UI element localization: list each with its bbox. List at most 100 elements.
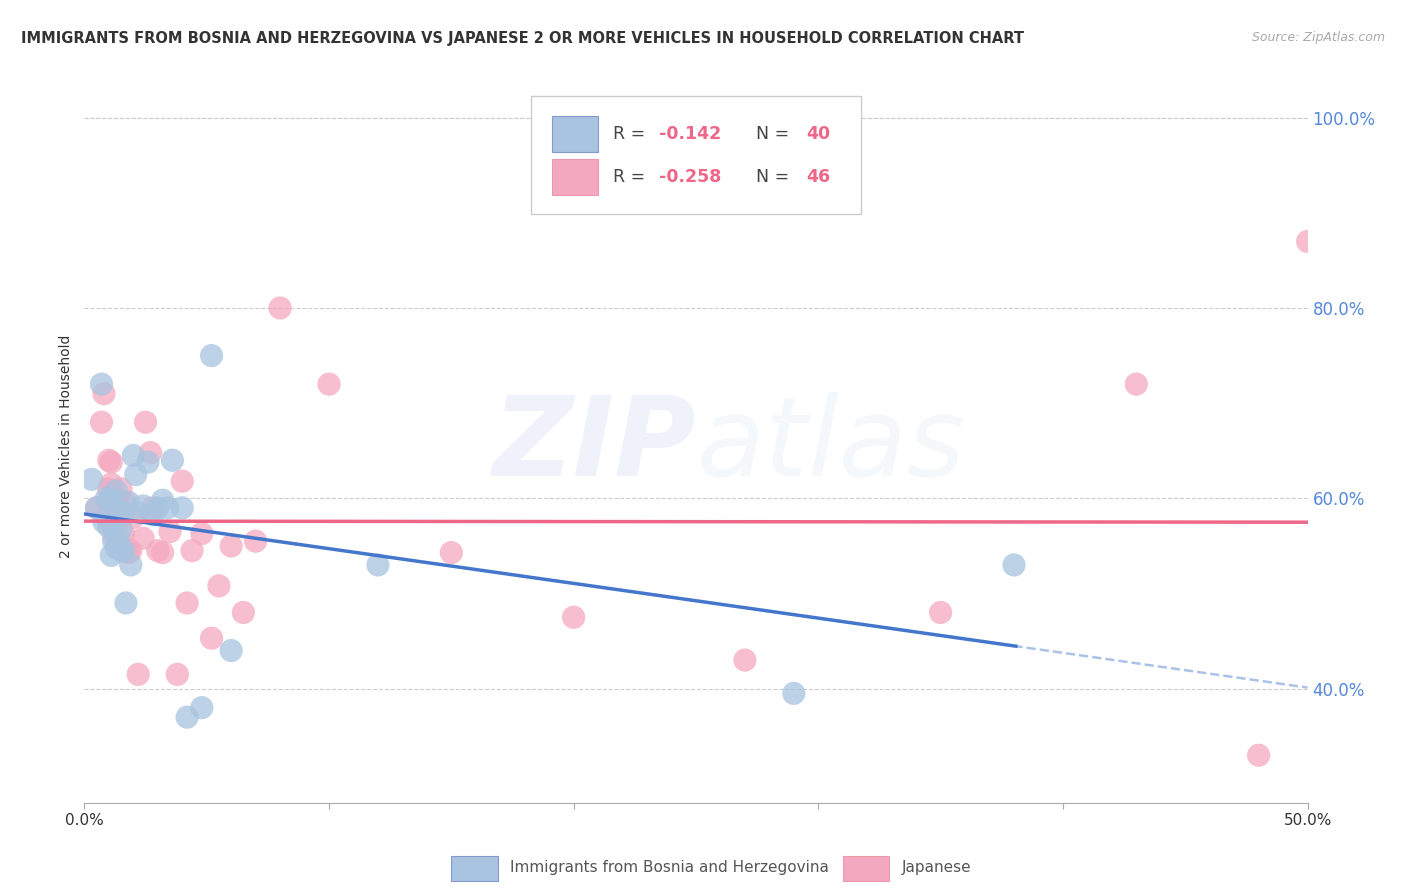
Point: [1247, 748, 1270, 763]
Point: [110, 522, 132, 536]
Point: [96, 510, 118, 524]
Point: [105, 541, 128, 555]
Point: [80, 472, 103, 486]
Point: [200, 631, 222, 645]
Point: [100, 455, 122, 469]
Point: [142, 508, 165, 522]
Point: [100, 491, 122, 506]
Point: [191, 700, 214, 714]
Text: -0.142: -0.142: [659, 125, 721, 143]
Text: N =: N =: [745, 168, 794, 186]
Point: [269, 301, 291, 315]
Y-axis label: 2 or more Vehicles in Household: 2 or more Vehicles in Household: [59, 334, 73, 558]
Text: atlas: atlas: [696, 392, 965, 500]
Point: [191, 526, 214, 541]
Point: [440, 545, 463, 559]
Point: [367, 558, 389, 572]
Point: [734, 653, 756, 667]
Point: [152, 493, 174, 508]
Point: [97, 453, 120, 467]
Point: [162, 453, 184, 467]
Point: [136, 455, 159, 469]
Point: [103, 491, 125, 506]
Text: Source: ZipAtlas.com: Source: ZipAtlas.com: [1251, 31, 1385, 45]
Point: [110, 543, 132, 558]
Point: [120, 558, 142, 572]
Point: [1125, 377, 1147, 392]
Point: [562, 610, 585, 624]
Point: [172, 474, 194, 488]
Point: [96, 491, 118, 506]
Point: [103, 518, 125, 533]
Point: [245, 534, 267, 549]
Point: [146, 543, 169, 558]
Point: [929, 606, 952, 620]
Text: Immigrants from Bosnia and Herzegovina: Immigrants from Bosnia and Herzegovina: [510, 860, 830, 874]
Text: N =: N =: [745, 125, 794, 143]
Point: [105, 493, 128, 508]
Point: [117, 545, 139, 559]
Point: [103, 529, 125, 543]
Point: [112, 526, 135, 541]
Point: [117, 495, 139, 509]
Text: IMMIGRANTS FROM BOSNIA AND HERZEGOVINA VS JAPANESE 2 OR MORE VEHICLES IN HOUSEHO: IMMIGRANTS FROM BOSNIA AND HERZEGOVINA V…: [21, 31, 1024, 46]
Point: [232, 606, 254, 620]
Point: [120, 543, 142, 558]
Point: [122, 449, 145, 463]
Point: [103, 534, 125, 549]
Point: [105, 524, 128, 539]
Point: [112, 506, 135, 520]
Point: [90, 377, 112, 392]
Point: [97, 493, 120, 508]
Text: -0.258: -0.258: [659, 168, 721, 186]
Point: [86, 500, 108, 515]
Bar: [842, 856, 889, 881]
Point: [100, 477, 122, 491]
Point: [90, 415, 112, 429]
Point: [93, 515, 115, 529]
Point: [146, 500, 169, 515]
Text: R =: R =: [613, 168, 651, 186]
Point: [115, 596, 138, 610]
Point: [159, 524, 181, 539]
Point: [176, 710, 198, 724]
FancyBboxPatch shape: [531, 96, 860, 214]
Point: [122, 510, 145, 524]
Point: [132, 531, 155, 545]
Bar: [551, 159, 598, 194]
Point: [208, 579, 231, 593]
Point: [181, 543, 204, 558]
Point: [97, 520, 120, 534]
Point: [1002, 558, 1025, 572]
Point: [125, 467, 148, 482]
Text: 40: 40: [806, 125, 830, 143]
Point: [318, 377, 340, 392]
Point: [135, 415, 157, 429]
Point: [97, 482, 120, 496]
Point: [100, 549, 122, 563]
Point: [139, 445, 162, 459]
Text: R =: R =: [613, 125, 651, 143]
Point: [783, 686, 806, 700]
Point: [200, 349, 222, 363]
Point: [93, 386, 115, 401]
Point: [142, 500, 165, 515]
Point: [172, 500, 194, 515]
Point: [112, 543, 135, 558]
Point: [107, 512, 129, 526]
Bar: [451, 856, 498, 881]
Text: ZIP: ZIP: [492, 392, 696, 500]
Point: [156, 500, 179, 515]
Point: [105, 483, 128, 498]
Point: [1296, 235, 1319, 249]
Point: [86, 500, 108, 515]
Point: [219, 539, 242, 553]
Point: [107, 531, 129, 545]
Point: [110, 482, 132, 496]
Point: [132, 499, 155, 513]
Point: [219, 643, 242, 657]
Point: [176, 596, 198, 610]
Point: [107, 506, 129, 520]
Point: [127, 506, 149, 520]
Text: Japanese: Japanese: [901, 860, 972, 874]
